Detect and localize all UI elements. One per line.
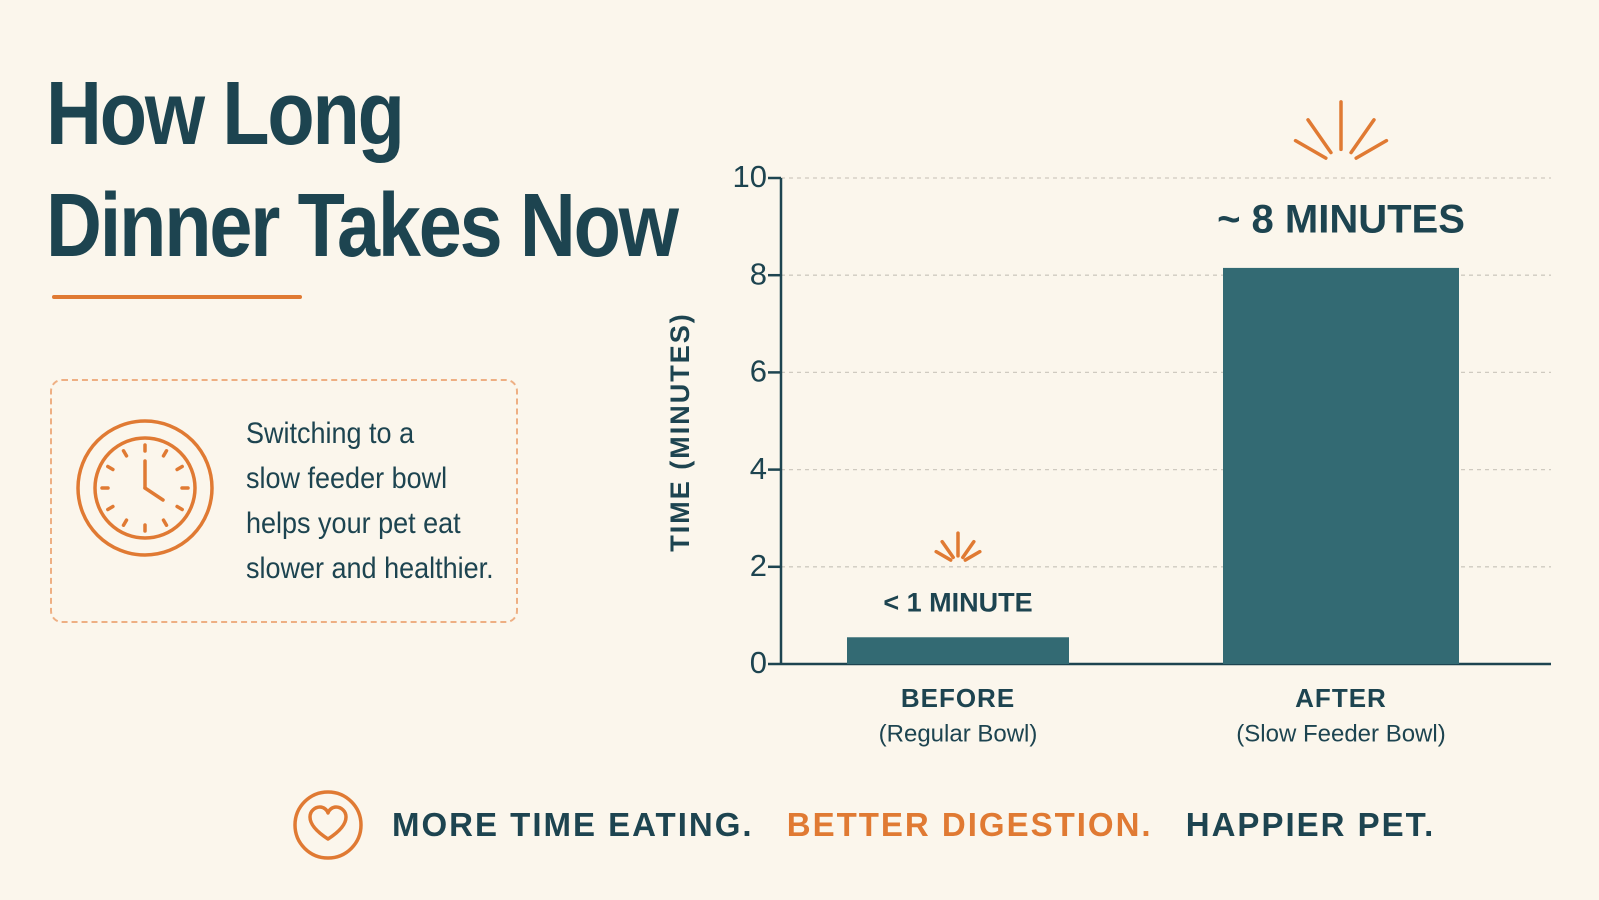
title-line-2: Dinner Takes Now [46,176,679,276]
footer-phrase-1: MORE TIME EATING. [392,806,754,843]
x-category-sublabel: (Regular Bowl) [879,720,1038,747]
y-tick-label: 8 [750,256,767,291]
y-tick-label: 0 [750,645,767,680]
title-underline [52,295,302,299]
highlight-burst-ray [1349,118,1376,155]
info-text: Switching to a slow feeder bowl helps yo… [246,411,494,591]
bars [847,267,1459,664]
y-tick-label: 6 [750,354,767,389]
bar [1223,267,1459,664]
info-line: Switching to a [246,417,415,450]
info-line: slower and healthier. [246,552,494,585]
x-category-label: AFTER [1295,683,1387,713]
info-card: Switching to a slow feeder bowl helps yo… [50,379,518,623]
data-labels: < 1 MINUTE ~ 8 MINUTES [883,197,1465,617]
heart-icon [293,790,363,860]
highlight-burst-ray [961,539,976,560]
highlight-burst-ray [1293,138,1328,160]
x-axis-categories: BEFORE (Regular Bowl) AFTER (Slow Feeder Bo… [879,683,1446,747]
data-label: ~ 8 MINUTES [1217,197,1465,241]
highlight-burst-ray [940,539,955,560]
highlight-burst-ray [934,549,953,562]
x-category-sublabel: (Slow Feeder Bowl) [1236,720,1445,747]
y-tick-label: 2 [750,548,767,583]
y-tick-label: 10 [733,159,767,194]
highlight-burst-ray [963,549,982,562]
bar [847,637,1069,664]
data-label: < 1 MINUTE [883,587,1032,617]
clock-icon [76,419,214,557]
info-line: helps your pet eat [246,507,461,540]
footer-text: MORE TIME EATING. BETTER DIGESTION. HAPP… [392,806,1457,844]
highlight-burst-ray [1306,118,1333,155]
info-line: slow feeder bowl [246,462,448,495]
footer-tagline: MORE TIME EATING. BETTER DIGESTION. HAPP… [292,785,1457,865]
y-axis-ticks: 0 2 4 6 8 10 [733,159,781,680]
title-line-1: How Long [46,64,405,164]
y-tick-label: 4 [750,451,767,486]
page-title: How Long Dinner Takes Now [46,58,679,282]
footer-phrase-2: BETTER DIGESTION. [786,806,1153,843]
highlight-burst-ray [1354,138,1389,160]
x-category-label: BEFORE [901,683,1015,713]
highlight-bursts [934,100,1389,562]
y-axis-label: TIME (MINUTES) [665,312,695,551]
footer-phrase-3: HAPPIER PET. [1185,806,1436,843]
